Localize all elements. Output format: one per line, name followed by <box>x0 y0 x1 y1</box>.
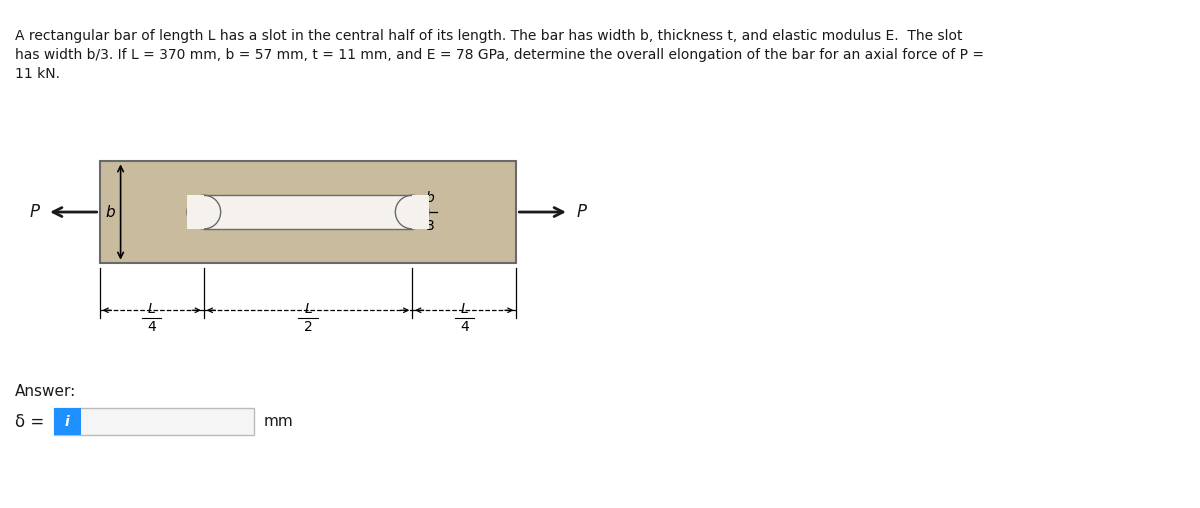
Bar <box>187 195 204 229</box>
Ellipse shape <box>187 195 221 229</box>
Text: δ =: δ = <box>14 413 44 431</box>
Bar <box>54 408 80 435</box>
Text: A rectangular bar of length L has a slot in the central half of its length. The : A rectangular bar of length L has a slot… <box>14 29 962 43</box>
Text: L: L <box>304 302 312 316</box>
Text: P: P <box>576 203 587 221</box>
Text: b: b <box>106 205 115 219</box>
Text: L: L <box>148 302 156 316</box>
Text: 4: 4 <box>148 320 156 334</box>
Text: 11 kN.: 11 kN. <box>14 67 60 81</box>
Text: L: L <box>461 302 468 316</box>
Text: i: i <box>65 415 70 429</box>
Bar <box>100 162 516 263</box>
Text: b: b <box>426 192 434 205</box>
Text: P: P <box>30 203 40 221</box>
Bar <box>412 195 430 229</box>
Text: 2: 2 <box>304 320 312 334</box>
Text: 3: 3 <box>426 219 434 233</box>
Ellipse shape <box>395 195 430 229</box>
Bar <box>204 195 412 229</box>
Text: Answer:: Answer: <box>14 384 76 399</box>
Text: has width b/3. If L = 370 mm, b = 57 mm, t = 11 mm, and E = 78 GPa, determine th: has width b/3. If L = 370 mm, b = 57 mm,… <box>14 48 984 62</box>
Text: 4: 4 <box>460 320 469 334</box>
Bar <box>54 408 254 435</box>
Text: mm: mm <box>264 415 294 429</box>
